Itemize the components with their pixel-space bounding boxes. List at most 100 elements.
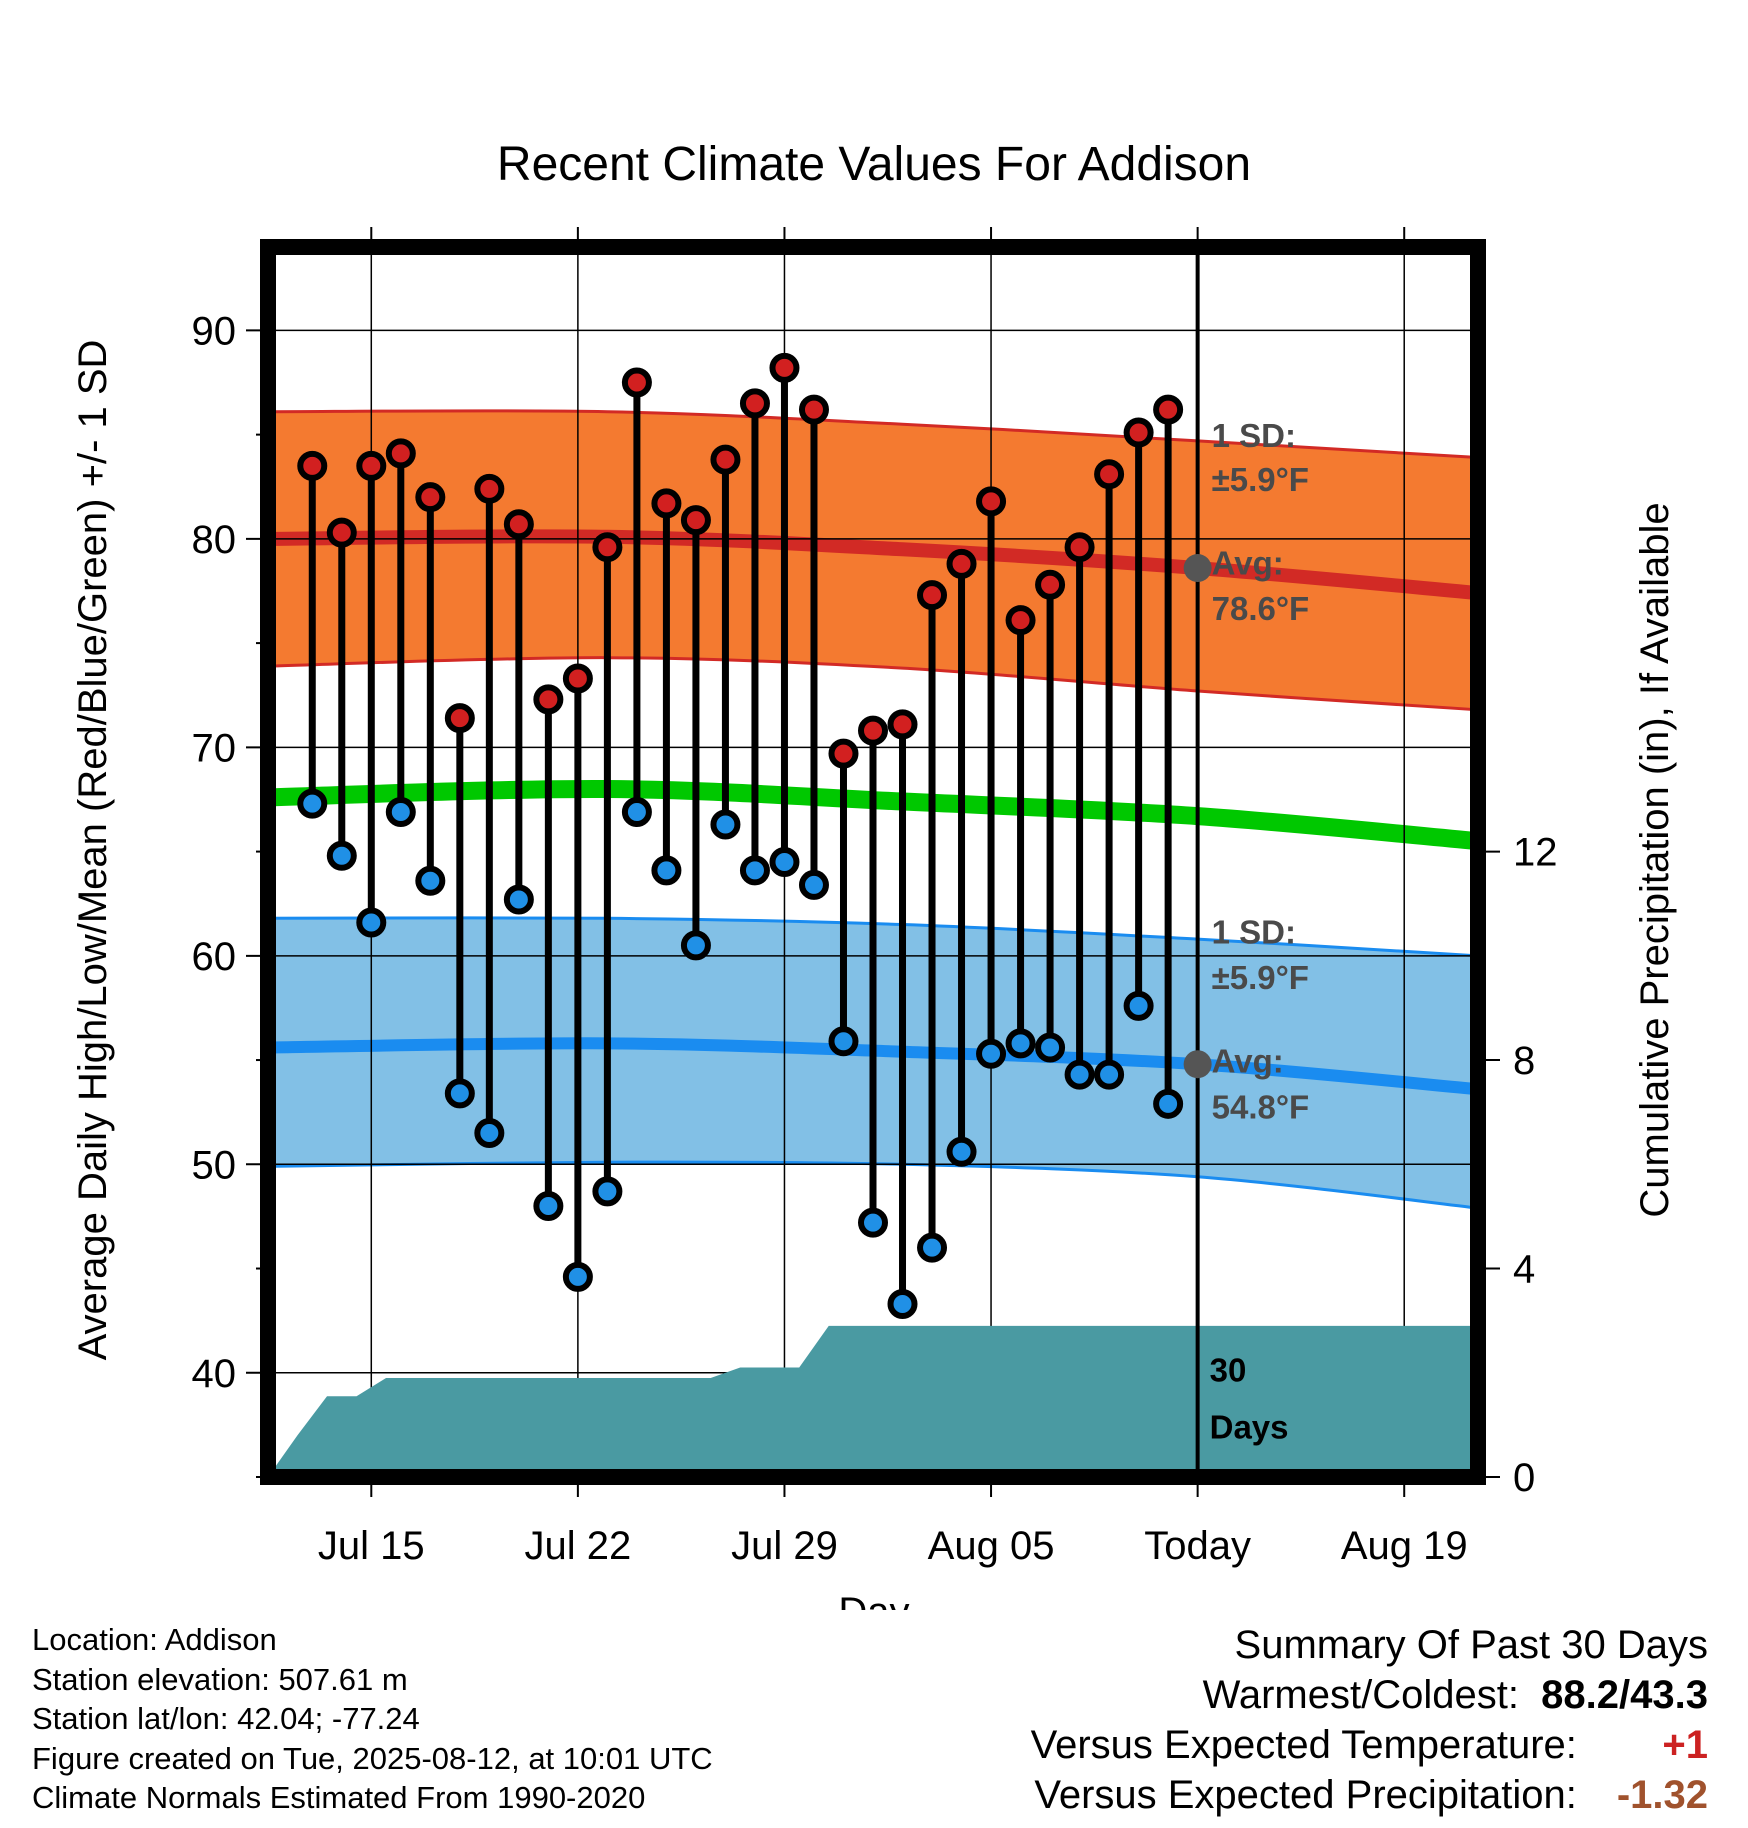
y-axis-right-label: Cumulative Precipitation (in), If Availa… — [1633, 502, 1677, 1217]
low-point — [474, 1118, 505, 1149]
y-right-tick-label: 0 — [1513, 1456, 1535, 1500]
high-point — [680, 505, 711, 536]
high-point — [297, 450, 328, 481]
high-sd-value: ±5.9°F — [1212, 461, 1309, 498]
summary-panel: Summary Of Past 30 Days Warmest/Coldest:… — [1031, 1620, 1708, 1820]
low-point — [1123, 990, 1154, 1021]
y-left-tick-label: 70 — [192, 726, 237, 770]
latlon-text: Station lat/lon: 42.04; -77.24 — [32, 1701, 420, 1736]
y-right-tick-label: 12 — [1513, 831, 1558, 875]
high-point — [739, 388, 770, 419]
high-avg-today-marker — [1183, 554, 1212, 583]
low-point — [356, 907, 387, 938]
low-point — [503, 884, 534, 915]
plot-frame — [260, 239, 1486, 1485]
window-label-line1: 30 — [1210, 1352, 1247, 1389]
high-avg-value: 78.6°F — [1212, 590, 1310, 627]
cumulative-precip-area — [268, 1325, 1478, 1477]
high-point — [562, 663, 593, 694]
high-sd-label: 1 SD: — [1212, 417, 1296, 454]
high-point — [474, 473, 505, 504]
x-tick-label: Aug 19 — [1341, 1524, 1468, 1568]
low-avg-value: 54.8°F — [1212, 1088, 1310, 1125]
high-point — [326, 517, 357, 548]
low-point — [976, 1038, 1007, 1069]
warmest-coldest-value: 88.2/43.3 — [1541, 1673, 1708, 1717]
climate-chart: Recent Climate Values For Addison 1 SD: ±… — [71, 138, 1677, 1610]
high-point — [769, 352, 800, 383]
low-point — [297, 788, 328, 819]
low-point — [444, 1078, 475, 1109]
high-avg-line — [267, 529, 1479, 601]
low-point — [326, 840, 357, 871]
high-point — [828, 738, 859, 769]
y-left-tick-label: 90 — [192, 309, 237, 353]
low-point — [887, 1288, 918, 1319]
high-point — [1123, 417, 1154, 448]
chart-title: Recent Climate Values For Addison — [497, 138, 1251, 191]
high-point — [356, 450, 387, 481]
x-tick-label: Aug 05 — [928, 1524, 1055, 1568]
low-point — [1153, 1088, 1184, 1119]
y-left-tick-label: 50 — [192, 1143, 237, 1187]
y-right-tick-label: 8 — [1513, 1039, 1535, 1083]
high-avg-label: Avg: — [1212, 544, 1284, 581]
high-point — [1153, 394, 1184, 425]
annotations: 1 SD: ±5.9°F Avg: 78.6°F 1 SD: ±5.9°F Avg: 54.8… — [1210, 417, 1310, 1445]
window-label-line2: Days — [1210, 1408, 1289, 1445]
precip-area — [268, 1325, 1478, 1477]
x-tick-label: Today — [1144, 1524, 1251, 1568]
high-point — [592, 532, 623, 563]
normals-text: Climate Normals Estimated From 1990-2020 — [32, 1780, 646, 1815]
precip-row: Versus Expected Precipitation: -1.32 — [1031, 1770, 1708, 1820]
high-point — [887, 709, 918, 740]
low-point — [946, 1136, 977, 1167]
high-point — [1094, 459, 1125, 490]
low-point — [1035, 1032, 1066, 1063]
high-point — [917, 580, 948, 611]
low-point — [798, 869, 829, 900]
low-point — [651, 855, 682, 886]
high-point — [1005, 605, 1036, 636]
y-axis-left-label: Average Daily High/Low/Mean (Red/Blue/Gr… — [71, 340, 115, 1361]
low-point — [769, 847, 800, 877]
axes: 40 50 60 70 80 90 0 4 8 12 Jul 15 Jul 22 Jul 29 Aug 0… — [192, 227, 1558, 1568]
x-axis-label: Day — [838, 1590, 909, 1610]
daily-stems — [297, 352, 1184, 1319]
high-point — [503, 509, 534, 540]
x-tick-label: Jul 29 — [731, 1524, 838, 1568]
low-point — [1064, 1059, 1095, 1090]
high-point — [621, 367, 652, 398]
high-point — [415, 482, 446, 513]
low-point — [828, 1026, 859, 1057]
high-point — [385, 438, 416, 469]
low-sd-label: 1 SD: — [1212, 913, 1296, 950]
low-point — [385, 796, 416, 827]
temp-value: +1 — [1662, 1723, 1708, 1767]
elevation-text: Station elevation: 507.61 m — [32, 1661, 408, 1697]
precip-label: Versus Expected Precipitation: — [1034, 1773, 1577, 1817]
warmest-coldest-row: Warmest/Coldest: 88.2/43.3 — [1031, 1670, 1708, 1720]
temp-row: Versus Expected Temperature: +1 — [1031, 1720, 1708, 1770]
created-text: Figure created on Tue, 2025-08-12, at 10… — [32, 1740, 713, 1776]
location-text: Location: Addison — [32, 1622, 277, 1657]
high-point — [710, 444, 741, 475]
x-tick-label: Jul 22 — [525, 1524, 632, 1568]
low-point — [592, 1176, 623, 1207]
low-point — [415, 865, 446, 896]
y-right-tick-label: 4 — [1513, 1248, 1535, 1292]
high-sd-band — [268, 410, 1478, 710]
low-avg-today-marker — [1183, 1050, 1212, 1079]
warmest-coldest-label: Warmest/Coldest: — [1202, 1673, 1519, 1717]
precip-value: -1.32 — [1616, 1773, 1708, 1817]
temp-label: Versus Expected Temperature: — [1030, 1723, 1577, 1767]
high-point — [976, 486, 1007, 517]
low-point — [710, 809, 741, 840]
high-sd-band-lower-edge — [267, 656, 1479, 712]
high-point — [1035, 569, 1066, 600]
low-point — [562, 1261, 593, 1292]
high-sd-band-upper-edge — [267, 409, 1479, 460]
y-left-tick-label: 40 — [192, 1352, 237, 1396]
high-point — [798, 394, 829, 425]
high-point — [1064, 532, 1095, 563]
